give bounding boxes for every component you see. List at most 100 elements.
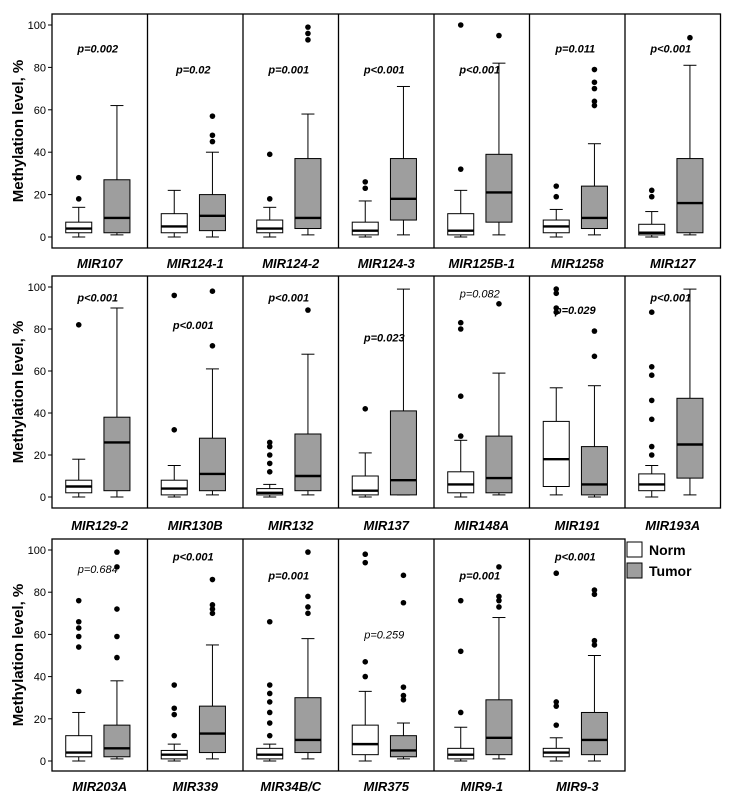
norm-outlier <box>266 720 273 726</box>
tumor-outlier <box>591 642 598 648</box>
norm-outlier <box>362 659 369 665</box>
p-value-label: p<0.001 <box>267 293 309 305</box>
norm-box <box>160 213 188 234</box>
p-value-label: p<0.001 <box>172 320 214 332</box>
norm-outlier <box>648 309 655 316</box>
norm-outlier <box>75 597 82 604</box>
norm-box <box>351 724 379 756</box>
norm-outlier <box>362 559 369 566</box>
tumor-outlier <box>591 587 598 593</box>
norm-outlier <box>171 292 178 299</box>
norm-outlier <box>362 551 369 558</box>
norm-outlier <box>553 699 560 705</box>
tumor-outlier <box>400 697 407 703</box>
norm-outlier <box>457 597 464 604</box>
norm-outlier <box>457 393 464 400</box>
tumor-outlier <box>496 593 502 600</box>
y-tick-label: 0 <box>40 492 46 504</box>
norm-outlier <box>553 193 560 200</box>
gene-label: MIR375 <box>363 779 409 794</box>
tumor-outlier <box>114 633 120 640</box>
norm-outlier <box>75 196 82 202</box>
norm-outlier <box>171 705 178 712</box>
y-tick-label: 40 <box>34 408 46 420</box>
norm-outlier <box>75 688 82 695</box>
norm-outlier <box>457 319 464 326</box>
norm-outlier <box>553 722 560 728</box>
legend-swatch-norm <box>626 541 643 558</box>
tumor-outlier <box>209 343 216 349</box>
tumor-outlier <box>687 34 693 41</box>
tumor-box <box>294 697 322 754</box>
legend-swatch-tumor <box>626 562 643 579</box>
tumor-outlier <box>591 85 598 92</box>
norm-outlier <box>266 460 273 467</box>
p-value-label: p=0.082 <box>459 288 500 300</box>
norm-outlier <box>553 183 560 189</box>
norm-box <box>351 221 379 236</box>
tumor-box <box>580 711 608 756</box>
tumor-outlier <box>591 637 598 644</box>
y-tick-label: 60 <box>34 105 46 117</box>
tumor-outlier <box>209 132 216 139</box>
tumor-outlier <box>209 113 216 119</box>
y-tick-label: 60 <box>34 629 46 641</box>
tumor-outlier <box>209 606 216 612</box>
tumor-outlier <box>400 572 407 579</box>
tumor-outlier <box>496 597 502 604</box>
y-tick-label: 0 <box>40 232 46 244</box>
p-value-label: p=0.684 <box>77 564 118 576</box>
tumor-outlier <box>400 692 407 699</box>
gene-label: MIR130B <box>168 518 223 533</box>
gene-label: MIR9-3 <box>556 779 599 794</box>
norm-outlier <box>648 187 655 194</box>
y-tick-label: 40 <box>34 672 46 684</box>
y-tick-label: 100 <box>28 282 46 294</box>
y-tick-label: 20 <box>34 450 46 462</box>
tumor-box <box>485 435 513 494</box>
gene-label: MIR124-1 <box>167 256 224 271</box>
norm-outlier <box>457 166 464 172</box>
tumor-outlier <box>305 610 311 617</box>
tumor-box <box>676 158 704 234</box>
tumor-outlier <box>114 606 120 612</box>
norm-outlier <box>553 305 560 311</box>
norm-outlier <box>266 443 273 450</box>
gene-label: MIR125B-1 <box>449 256 515 271</box>
norm-outlier <box>266 682 273 688</box>
tumor-outlier <box>114 564 120 570</box>
tumor-outlier <box>114 654 120 661</box>
norm-outlier <box>266 439 273 446</box>
gene-label: MIR339 <box>172 779 218 794</box>
tumor-box <box>198 194 226 232</box>
norm-outlier <box>648 372 655 379</box>
norm-outlier <box>266 618 273 625</box>
gene-label: MIR132 <box>268 518 314 533</box>
norm-outlier <box>457 22 464 28</box>
tumor-outlier <box>591 66 598 73</box>
norm-outlier <box>75 322 82 328</box>
y-tick-label: 0 <box>40 756 46 768</box>
norm-outlier <box>266 709 273 716</box>
tumor-box <box>389 158 417 221</box>
tumor-box <box>676 397 704 479</box>
norm-outlier <box>553 286 560 292</box>
tumor-outlier <box>114 549 120 555</box>
p-value-label: p<0.001 <box>76 293 118 305</box>
tumor-outlier <box>496 564 502 570</box>
legend-label-norm: Norm <box>649 542 686 558</box>
norm-outlier <box>648 452 655 458</box>
norm-outlier <box>75 174 82 181</box>
norm-outlier <box>171 711 178 718</box>
tumor-outlier <box>400 684 407 690</box>
norm-outlier <box>553 703 560 709</box>
tumor-outlier <box>305 307 311 313</box>
gene-label: MIR34B/C <box>260 779 321 794</box>
p-value-label: p=0.259 <box>363 629 404 641</box>
tumor-outlier <box>591 102 598 109</box>
tumor-box <box>485 153 513 223</box>
norm-outlier <box>266 469 273 475</box>
norm-outlier <box>362 406 369 412</box>
legend-label-tumor: Tumor <box>649 563 692 579</box>
